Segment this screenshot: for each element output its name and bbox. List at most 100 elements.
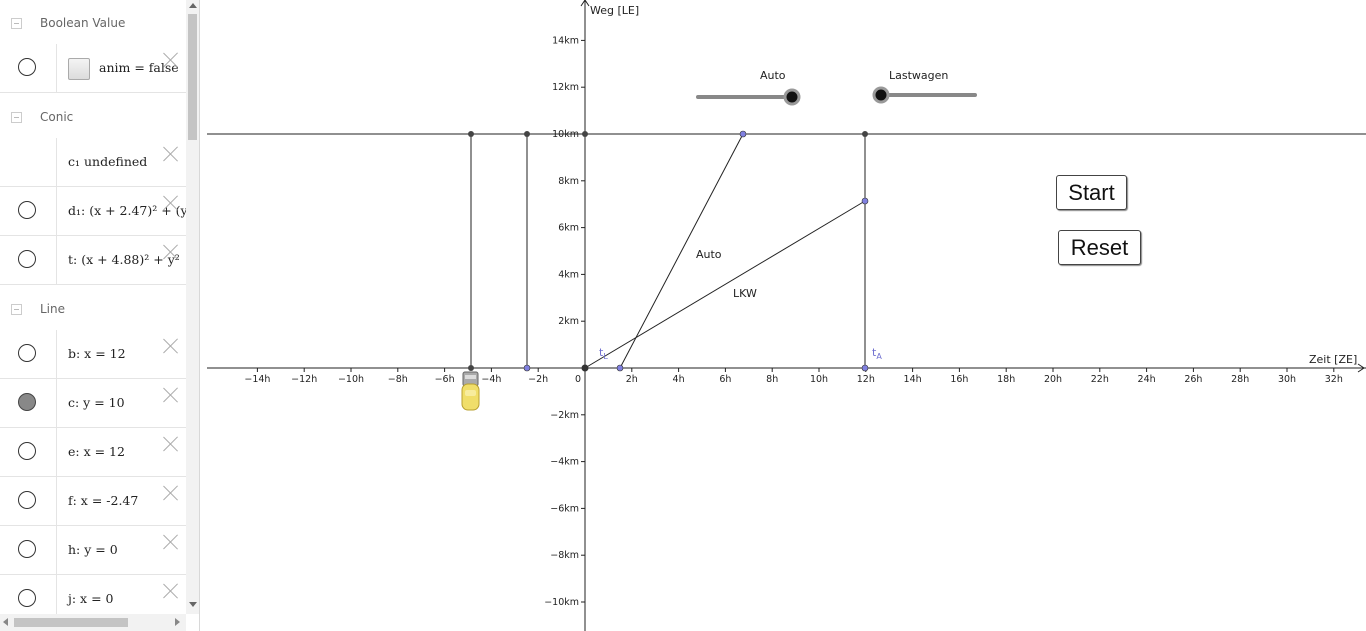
visibility-toggle[interactable]: [18, 58, 36, 76]
x-tick-label: 6h: [719, 374, 731, 385]
visibility-toggle[interactable]: [18, 442, 36, 460]
algebra-expression[interactable]: d₁: (x + 2.47)² + (y: [68, 203, 188, 218]
point-ta[interactable]: [861, 364, 869, 372]
delete-icon[interactable]: [163, 485, 179, 501]
point[interactable]: [468, 131, 474, 137]
scroll-left-icon[interactable]: [3, 618, 8, 626]
collapse-icon[interactable]: [11, 304, 22, 315]
delete-icon[interactable]: [163, 338, 179, 354]
vertical-scrollbar[interactable]: [186, 0, 199, 614]
algebra-expression[interactable]: h: y = 0: [68, 542, 118, 557]
x-tick-label: 8h: [766, 374, 778, 385]
algebra-expression[interactable]: t: (x + 4.88)² + y²: [68, 252, 180, 267]
algebra-expression[interactable]: anim = false: [99, 60, 179, 75]
algebra-row-t[interactable]: t: (x + 4.88)² + y²: [0, 236, 186, 285]
point[interactable]: [862, 131, 868, 137]
y-tick-label: −2km: [550, 410, 579, 421]
collapse-icon[interactable]: [11, 18, 22, 29]
point[interactable]: [582, 131, 588, 137]
algebra-row-h[interactable]: h: y = 0: [0, 526, 186, 575]
delete-icon[interactable]: [163, 195, 179, 211]
y-tick-label: −4km: [550, 457, 579, 468]
algebra-row-c[interactable]: c: y = 10: [0, 379, 186, 428]
point-label-tl: tL: [599, 346, 608, 361]
y-tick-label: −6km: [550, 503, 579, 514]
algebra-expression[interactable]: b: x = 12: [68, 346, 126, 361]
visibility-toggle[interactable]: [18, 250, 36, 268]
delete-icon[interactable]: [163, 244, 179, 260]
visibility-toggle[interactable]: [18, 201, 36, 219]
y-tick-label: 2km: [558, 316, 579, 327]
algebra-view[interactable]: Boolean Value anim = false Conic c₁ unde…: [0, 0, 200, 631]
point[interactable]: [468, 365, 474, 371]
algebra-row-c1[interactable]: c₁ undefined: [0, 138, 186, 187]
car-icon: [461, 383, 480, 411]
x-axis-arrow-icon: [1357, 363, 1365, 373]
group-title: Boolean Value: [40, 16, 126, 30]
group-boolean-value[interactable]: Boolean Value: [0, 0, 186, 44]
algebra-row-j[interactable]: j: x = 0: [0, 575, 186, 624]
scrollbar-thumb[interactable]: [188, 14, 197, 140]
x-tick-label: −10h: [338, 374, 364, 385]
slider-lkw-handle[interactable]: [872, 86, 890, 104]
reset-button[interactable]: Reset: [1058, 230, 1141, 265]
algebra-row-d1[interactable]: d₁: (x + 2.47)² + (y: [0, 187, 188, 236]
point-origin[interactable]: [581, 364, 589, 372]
algebra-expression[interactable]: f: x = -2.47: [68, 493, 139, 508]
visibility-toggle[interactable]: [18, 589, 36, 607]
collapse-icon[interactable]: [11, 112, 22, 123]
point[interactable]: [523, 364, 531, 372]
points[interactable]: [468, 130, 869, 372]
point-lkw-end[interactable]: [861, 197, 869, 205]
point-auto-end[interactable]: [739, 130, 747, 138]
slider-auto-handle[interactable]: [783, 88, 801, 106]
visibility-toggle[interactable]: [18, 393, 36, 411]
delete-icon[interactable]: [163, 146, 179, 162]
algebra-expression[interactable]: e: x = 12: [68, 444, 125, 459]
lkw-line[interactable]: [584, 200, 866, 369]
delete-icon[interactable]: [163, 52, 179, 68]
x-tick-label: 30h: [1278, 374, 1296, 385]
horizontal-scrollbar[interactable]: [0, 614, 186, 631]
delete-icon[interactable]: [163, 583, 179, 599]
scroll-up-icon[interactable]: [189, 3, 197, 8]
algebra-row-e[interactable]: e: x = 12: [0, 428, 186, 477]
group-title: Conic: [40, 110, 74, 124]
algebra-expression[interactable]: c: y = 10: [68, 395, 125, 410]
delete-icon[interactable]: [163, 534, 179, 550]
point-auto-start[interactable]: [616, 364, 624, 372]
y-tick-label: 14km: [552, 35, 579, 46]
x-tick-label: 28h: [1231, 374, 1249, 385]
y-tick-label: 10km: [552, 129, 579, 140]
visibility-toggle[interactable]: [18, 344, 36, 362]
group-line[interactable]: Line: [0, 286, 186, 330]
scroll-right-icon[interactable]: [175, 618, 180, 626]
x-tick-label: 2h: [626, 374, 638, 385]
y-tick-label: 8km: [558, 176, 579, 187]
point[interactable]: [524, 131, 530, 137]
auto-line[interactable]: [619, 133, 744, 369]
slider-auto-label: Auto: [760, 69, 786, 82]
algebra-expression[interactable]: c₁ undefined: [68, 154, 148, 169]
algebra-row-f[interactable]: f: x = -2.47: [0, 477, 186, 526]
group-conic[interactable]: Conic: [0, 94, 186, 138]
visibility-toggle[interactable]: [18, 540, 36, 558]
scroll-down-icon[interactable]: [189, 602, 197, 607]
visibility-toggle[interactable]: [18, 491, 36, 509]
algebra-row-anim[interactable]: anim = false: [0, 44, 186, 93]
y-tick-label: 6km: [558, 223, 579, 234]
x-tick-label: 12h: [857, 374, 875, 385]
anim-checkbox[interactable]: [68, 58, 90, 80]
x-tick-label: 10h: [810, 374, 828, 385]
scrollbar-thumb[interactable]: [14, 618, 128, 627]
algebra-expression[interactable]: j: x = 0: [68, 591, 114, 606]
delete-icon[interactable]: [163, 436, 179, 452]
slider-lkw-label: Lastwagen: [889, 69, 948, 82]
algebra-row-b[interactable]: b: x = 12: [0, 330, 186, 379]
delete-icon[interactable]: [163, 387, 179, 403]
x-axis-label: Zeit [ZE]: [1309, 353, 1357, 366]
start-button[interactable]: Start: [1056, 175, 1127, 210]
y-tick-label: −10km: [544, 597, 579, 608]
x-tick-label: −8h: [388, 374, 408, 385]
